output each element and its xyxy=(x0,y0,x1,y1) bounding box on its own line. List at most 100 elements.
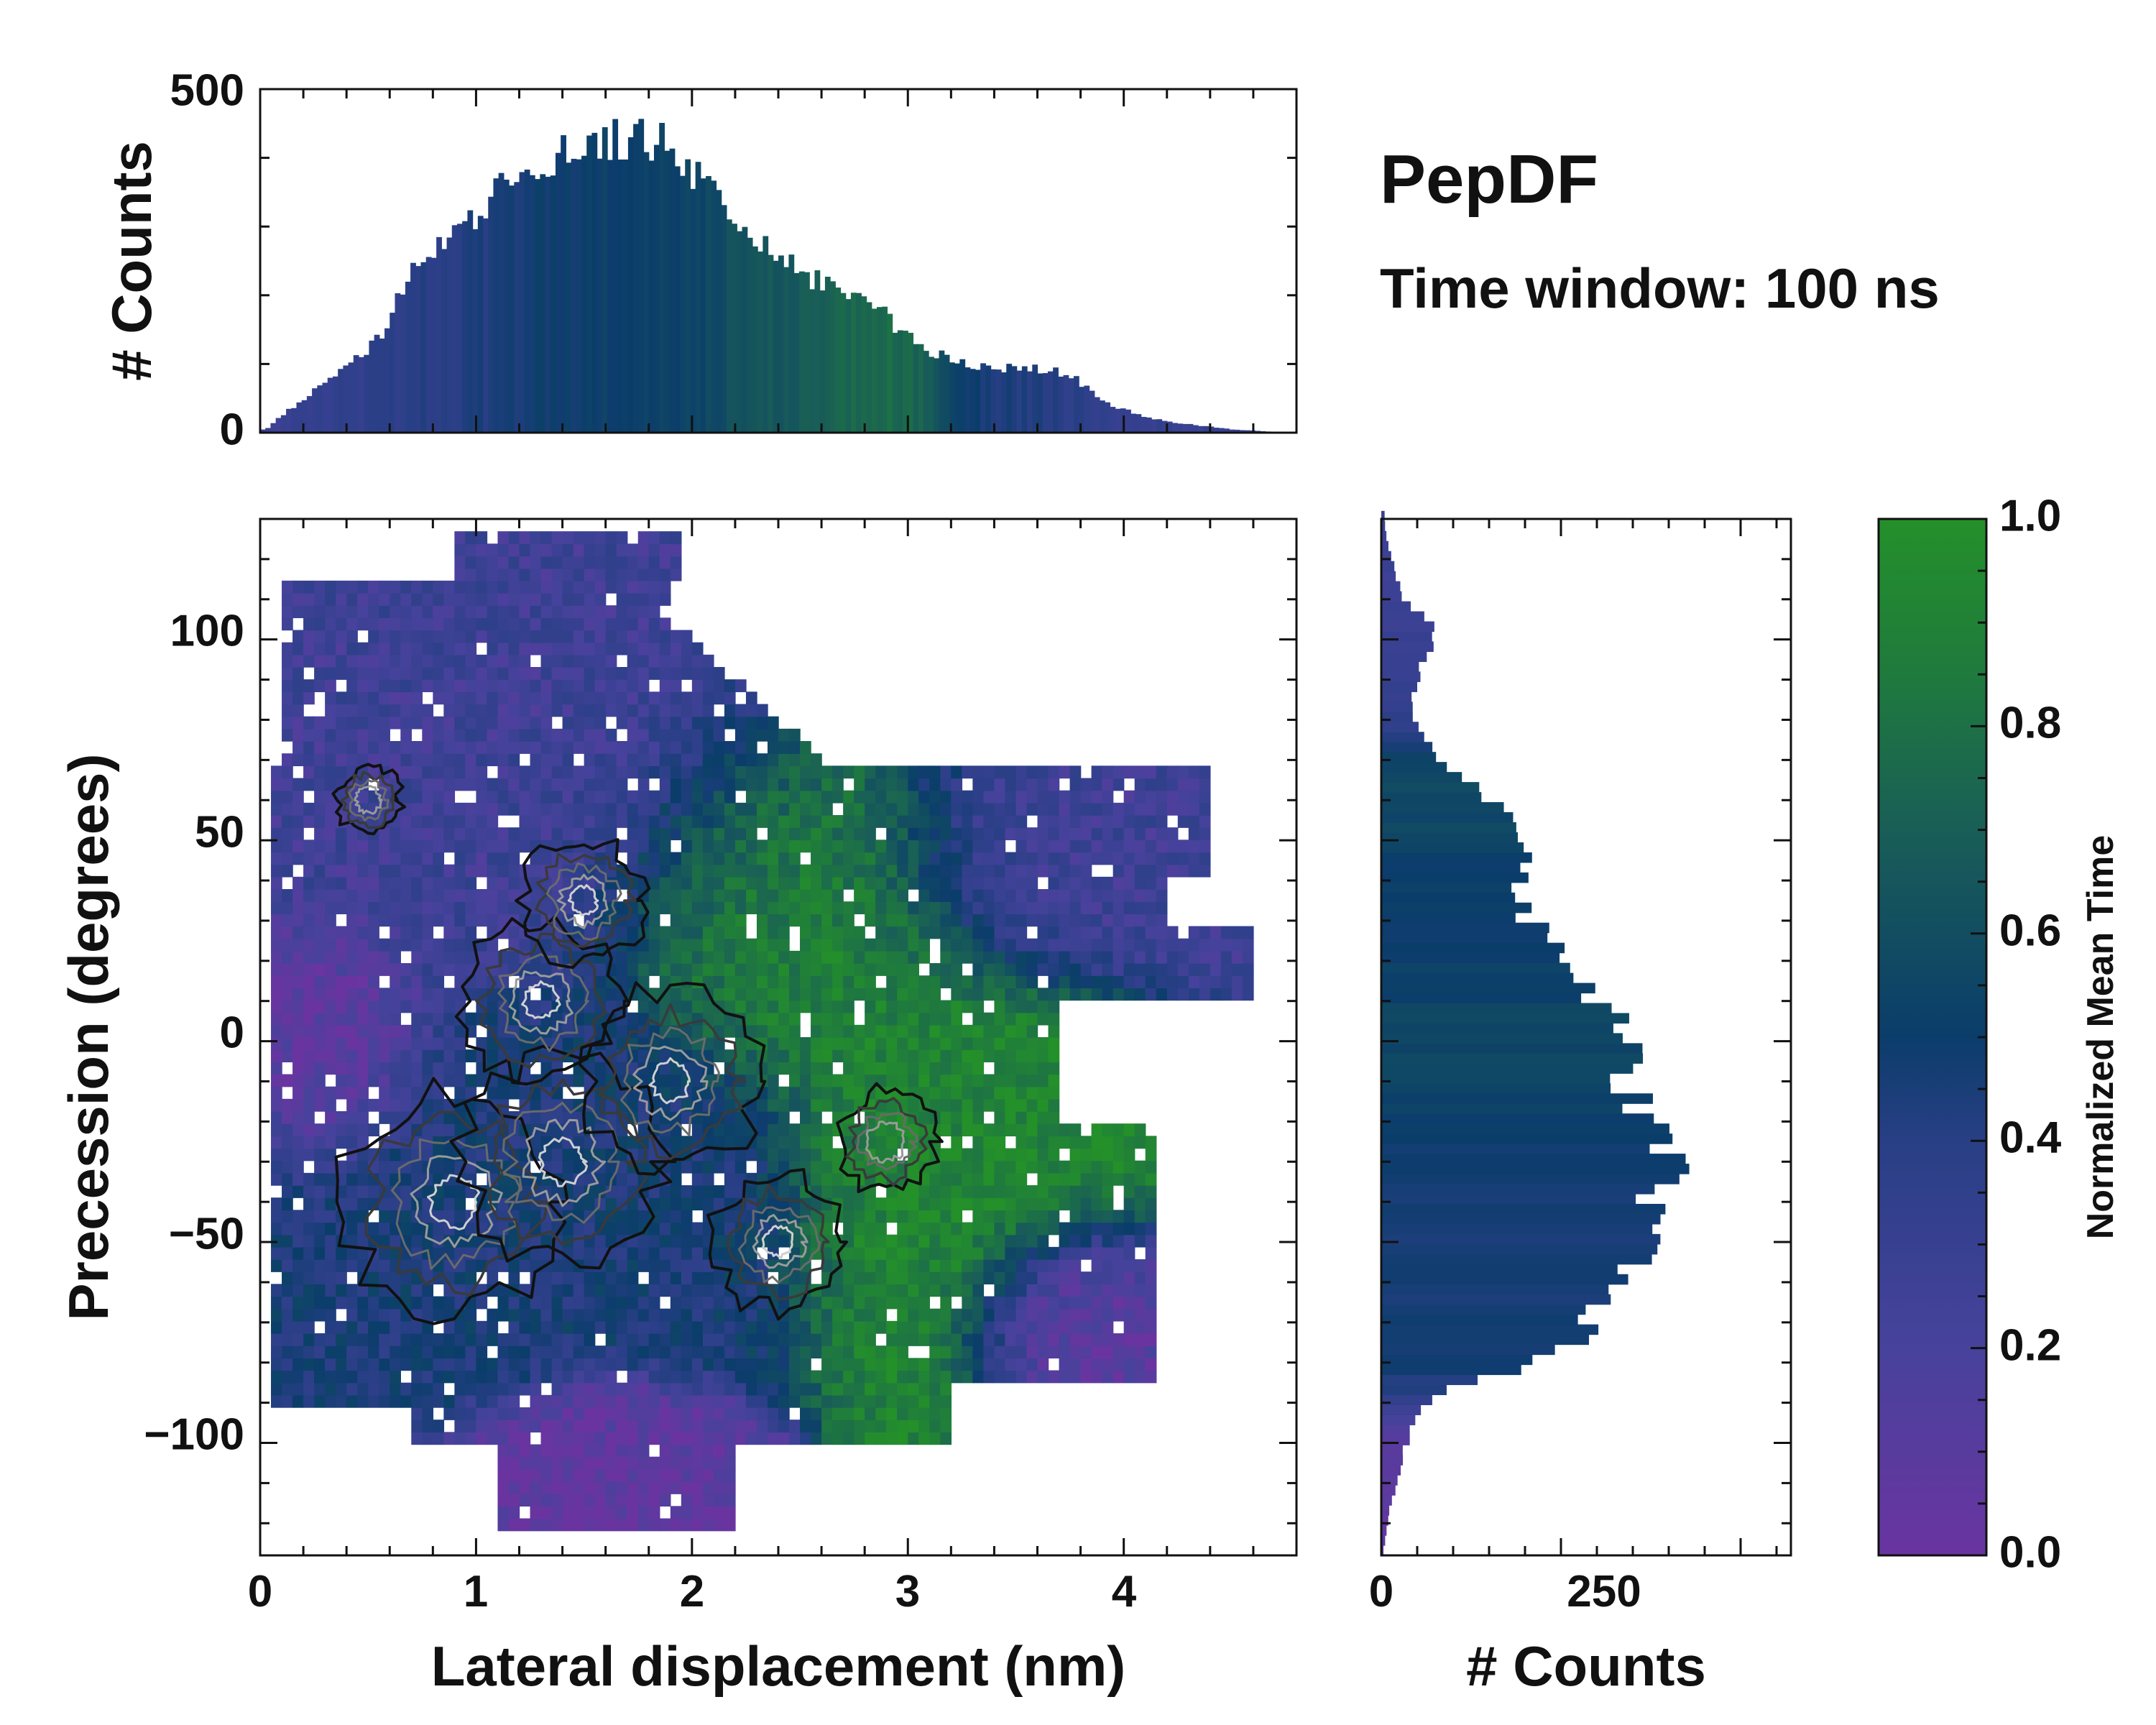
heatmap-cell xyxy=(702,864,714,878)
heatmap-cell xyxy=(627,765,639,779)
heatmap-cell xyxy=(1048,802,1060,816)
heatmap-cell xyxy=(497,827,510,841)
heatmap-cell xyxy=(702,1407,714,1420)
heatmap-cell xyxy=(584,1444,596,1458)
heatmap-cell xyxy=(670,1481,682,1494)
heatmap-cell xyxy=(271,802,282,816)
heatmap-cell xyxy=(1005,1222,1017,1236)
heatmap-cell xyxy=(648,1494,660,1507)
heatmap-cell xyxy=(508,1370,520,1384)
heatmap-cell xyxy=(962,802,974,816)
heatmap-cell xyxy=(854,1432,865,1445)
heatmap-cell xyxy=(400,753,412,767)
heatmap-cell xyxy=(314,950,326,964)
heatmap-cell xyxy=(972,988,985,1001)
heatmap-cell xyxy=(530,642,542,656)
heatmap-cell xyxy=(1037,802,1049,816)
heatmap-cell xyxy=(821,1370,833,1384)
heatmap-cell xyxy=(573,1456,585,1470)
heatmap-cell xyxy=(454,654,466,668)
heatmap-cell xyxy=(422,741,434,754)
heatmap-cell xyxy=(540,556,553,569)
heatmap-cell xyxy=(1015,1284,1028,1297)
heatmap-cell xyxy=(767,1234,779,1248)
top-histogram-bar xyxy=(374,334,380,433)
heatmap-cell xyxy=(551,679,563,693)
heatmap-cell xyxy=(1015,1160,1028,1174)
heatmap-cell xyxy=(540,728,553,742)
heatmap-cell xyxy=(594,1284,607,1297)
top-histogram-bar xyxy=(280,415,287,433)
heatmap-cell xyxy=(605,1394,617,1408)
top-histogram-bar xyxy=(830,281,836,433)
heatmap-cell xyxy=(745,852,757,865)
heatmap-cell xyxy=(379,1358,390,1371)
heatmap-cell xyxy=(292,1284,304,1297)
heatmap-cell xyxy=(368,1394,379,1408)
heatmap-cell xyxy=(562,1259,574,1272)
heatmap-cell xyxy=(422,1358,434,1371)
heatmap-cell xyxy=(292,1222,304,1236)
heatmap-cell xyxy=(724,901,736,915)
heatmap-cell xyxy=(886,1197,898,1211)
heatmap-cell xyxy=(951,1246,963,1260)
heatmap-cell xyxy=(584,1197,596,1211)
heatmap-cell xyxy=(691,950,704,964)
heatmap-cell xyxy=(573,1320,585,1334)
heatmap-cell xyxy=(778,728,790,742)
heatmap-cell xyxy=(767,1049,779,1063)
heatmap-cell xyxy=(562,1432,574,1445)
heatmap-cell xyxy=(519,1494,531,1507)
heatmap-cell xyxy=(411,617,423,631)
top-histogram-bar xyxy=(425,257,432,433)
heatmap-cell xyxy=(972,938,985,952)
heatmap-cell xyxy=(637,1000,650,1013)
heatmap-cell xyxy=(282,1382,293,1396)
heatmap-cell xyxy=(962,1222,974,1236)
heatmap-cell xyxy=(616,679,628,693)
heatmap-cell xyxy=(897,1049,908,1063)
heatmap-cell xyxy=(487,605,499,619)
heatmap-cell xyxy=(400,914,412,927)
heatmap-cell xyxy=(422,950,434,964)
heatmap-cell xyxy=(745,1210,757,1223)
heatmap-cell xyxy=(659,642,671,656)
heatmap-cell xyxy=(303,741,315,754)
heatmap-cell xyxy=(745,1432,757,1445)
heatmap-cell xyxy=(540,1481,553,1494)
heatmap-cell xyxy=(918,926,930,939)
heatmap-cell xyxy=(443,728,456,742)
heatmap-cell xyxy=(659,889,671,902)
heatmap-cell xyxy=(929,1234,941,1248)
heatmap-cell xyxy=(637,605,650,619)
heatmap-cell xyxy=(282,704,293,717)
heatmap-cell xyxy=(865,1394,876,1408)
heatmap-cell xyxy=(443,1024,456,1038)
heatmap-cell xyxy=(465,864,477,878)
heatmap-cell xyxy=(811,765,822,779)
heatmap-cell xyxy=(865,815,876,828)
heatmap-cell xyxy=(303,728,315,742)
heatmap-cell xyxy=(325,580,336,594)
heatmap-cell xyxy=(292,1185,304,1198)
heatmap-cell xyxy=(1048,827,1060,841)
heatmap-cell xyxy=(972,889,985,902)
heatmap-cell xyxy=(832,1333,844,1346)
heatmap-cell xyxy=(336,1024,347,1038)
heatmap-cell xyxy=(551,1468,563,1482)
heatmap-cell xyxy=(843,1197,854,1211)
heatmap-cell xyxy=(756,975,768,989)
heatmap-cell xyxy=(368,1148,379,1162)
heatmap-cell xyxy=(433,580,445,594)
heatmap-cell xyxy=(875,1432,887,1445)
heatmap-cell xyxy=(422,1024,434,1038)
heatmap-cell xyxy=(379,914,390,927)
heatmap-cell xyxy=(1037,1074,1049,1087)
heatmap-cell xyxy=(821,1259,833,1272)
heatmap-cell xyxy=(865,1346,876,1359)
heatmap-cell xyxy=(282,1074,293,1087)
heatmap-cell xyxy=(962,1246,974,1260)
heatmap-cell xyxy=(584,778,596,791)
heatmap-cell xyxy=(778,950,790,964)
heatmap-cell xyxy=(519,1456,531,1470)
